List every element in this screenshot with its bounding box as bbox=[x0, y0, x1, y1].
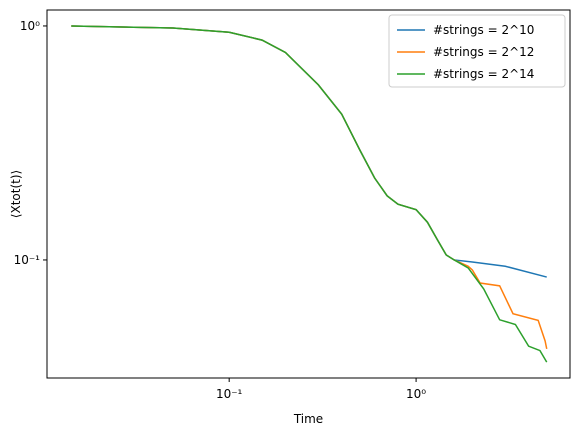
series-line bbox=[71, 25, 548, 363]
y-tick-label: 10⁻¹ bbox=[14, 253, 41, 267]
y-tick-label: 10⁰ bbox=[20, 19, 40, 33]
legend-label: #strings = 2^14 bbox=[433, 67, 534, 81]
x-tick-label: 10⁰ bbox=[406, 387, 426, 401]
axes-frame bbox=[46, 9, 571, 379]
legend-label: #strings = 2^12 bbox=[433, 45, 534, 59]
y-axis-label: ⟨Xtot(t)⟩ bbox=[9, 170, 23, 218]
legend-box bbox=[388, 14, 566, 88]
legend-label: #strings = 2^10 bbox=[433, 23, 534, 37]
x-axis-label: Time bbox=[293, 412, 323, 426]
x-tick-label: 10⁻¹ bbox=[216, 387, 243, 401]
